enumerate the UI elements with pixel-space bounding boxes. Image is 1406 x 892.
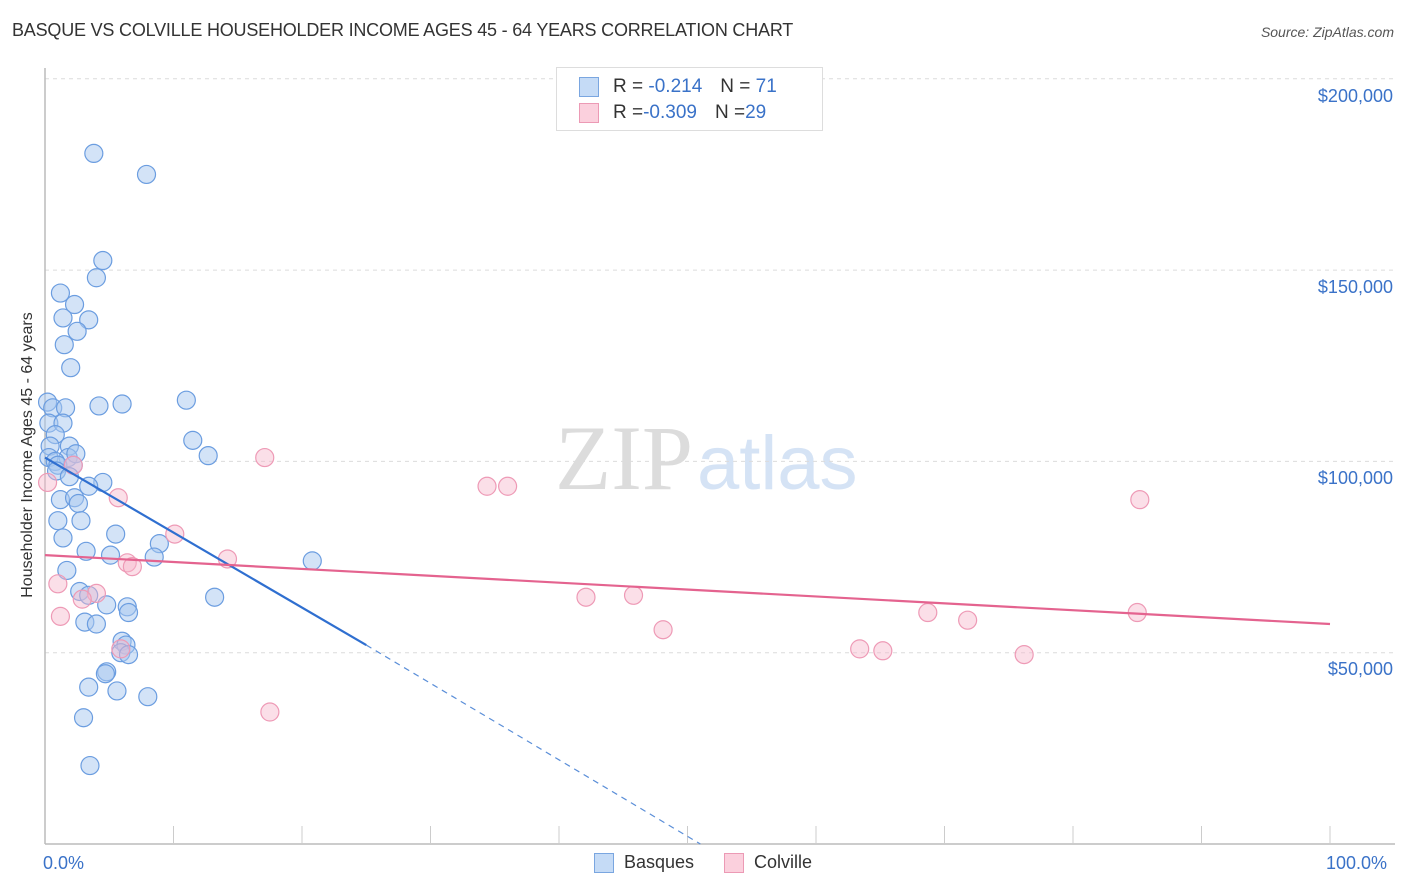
n-value: 29	[745, 102, 767, 123]
trend-lines	[44, 456, 1331, 845]
legend-label: Colville	[754, 852, 813, 872]
correlation-legend: R = -0.214 N = 71 R = -0.309 N = 29	[556, 67, 823, 131]
x-tick-0: 0.0%	[43, 853, 85, 873]
y-tick-200k: $200,000	[1317, 86, 1393, 106]
n-value: 71	[755, 76, 777, 97]
y-tick-100k: $100,000	[1317, 468, 1393, 488]
legend-label: Basques	[623, 852, 695, 872]
legend-item-basques[interactable]: Basques	[593, 852, 695, 873]
y-tick-150k: $150,000	[1317, 277, 1393, 297]
legend-row-basques: R = -0.214 N = 71	[579, 75, 777, 99]
series-legend: Basques Colville	[0, 852, 1406, 873]
n-label: N =	[714, 102, 746, 123]
r-value: -0.309	[643, 102, 697, 123]
n-label: N =	[720, 76, 751, 97]
source-credit: Source: ZipAtlas.com	[1260, 24, 1394, 40]
colville-swatch-icon	[724, 852, 745, 873]
r-label: R =	[613, 102, 644, 123]
legend-row-colville: R = -0.309 N = 29	[579, 101, 766, 125]
axes	[44, 68, 1395, 845]
colville-swatch-icon	[579, 103, 599, 123]
basques-swatch-icon	[593, 852, 614, 873]
r-label: R =	[613, 76, 644, 97]
basques-points	[37, 143, 322, 776]
x-tick-100: 100.0%	[1326, 853, 1388, 873]
r-value: -0.214	[648, 76, 703, 97]
y-tick-50k: $50,000	[1327, 659, 1393, 679]
legend-item-colville[interactable]: Colville	[724, 852, 812, 873]
basques-swatch-icon	[579, 77, 599, 97]
chart-title: BASQUE VS COLVILLE HOUSEHOLDER INCOME AG…	[12, 20, 794, 40]
